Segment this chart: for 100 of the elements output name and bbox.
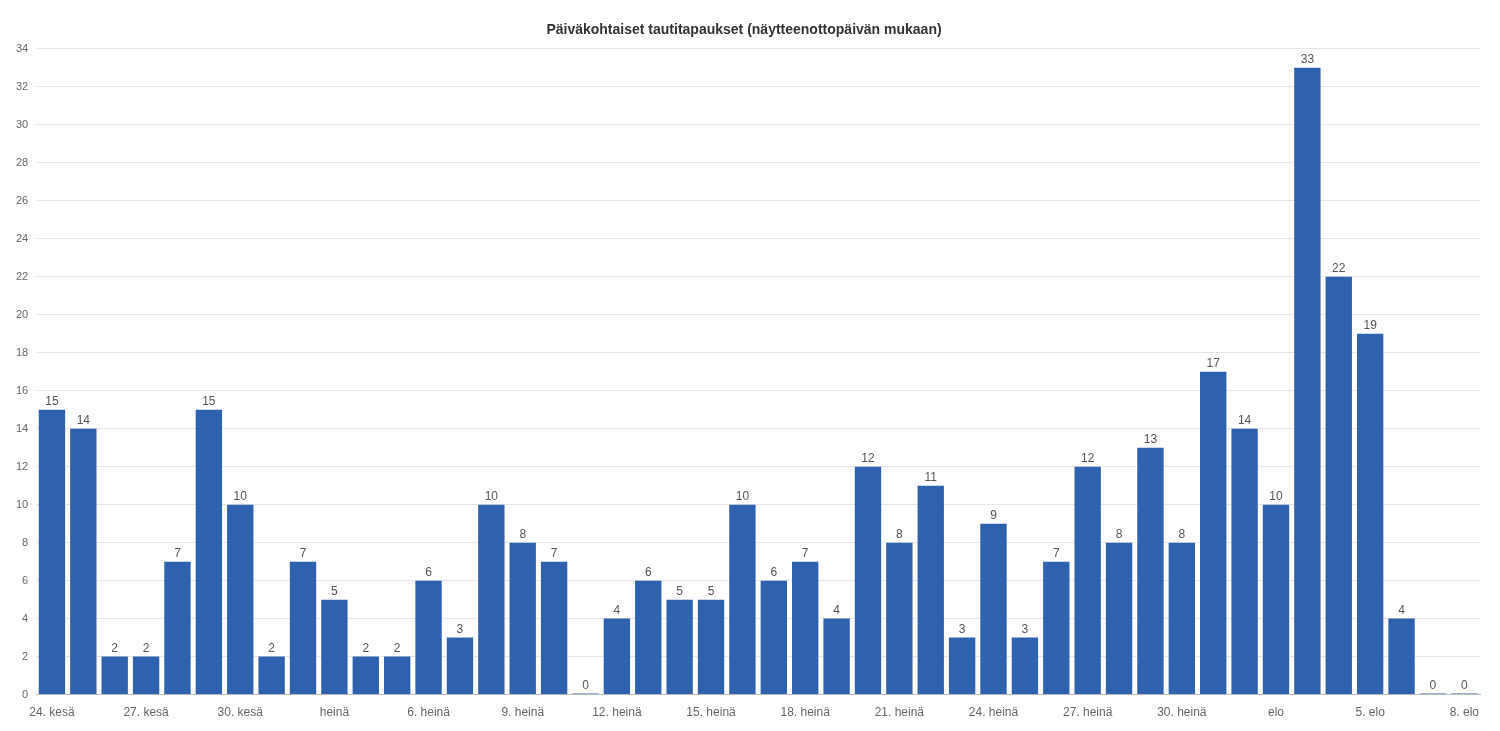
y-tick-label: 26 [15,193,29,206]
data-label: 19 [1363,318,1378,333]
bar [70,428,97,695]
data-label: 2 [111,640,119,655]
bar [1043,561,1070,695]
bar [509,542,536,695]
data-label: 8 [1178,526,1186,541]
bar [1294,67,1321,695]
data-label: 14 [1237,412,1252,427]
bar [1262,504,1290,695]
x-tick-label: 24. heinä [968,705,1019,720]
data-label: 8 [896,526,904,541]
bar [603,618,631,695]
x-tick-label: 12. heinä [592,705,642,720]
data-label: 5 [676,583,684,598]
y-tick-label: 30 [15,117,29,130]
y-tick-label: 18 [15,345,29,358]
data-label: 7 [550,545,558,560]
x-tick-label: heinä [319,705,350,720]
y-tick-label: 10 [15,497,29,510]
y-tick-label: 0 [22,687,29,700]
x-tick-label: 27. heinä [1062,705,1113,720]
x-tick-label: 9. heinä [501,705,545,720]
bar [164,561,191,695]
bar [917,485,944,695]
y-tick-label: 12 [15,459,29,472]
bar [352,656,379,695]
data-label: 5 [331,583,339,598]
bar [635,580,662,695]
data-label: 6 [770,564,778,579]
bar [792,561,819,695]
data-label: 6 [644,564,652,579]
data-label: 4 [613,602,621,617]
data-label: 15 [45,394,59,408]
x-tick-label: 27. kesä [123,705,170,720]
bar [1356,333,1384,695]
data-label: 2 [393,640,401,655]
y-tick-label: 22 [15,269,29,282]
data-label: 7 [174,545,182,560]
y-tick-label: 20 [15,307,29,320]
bar [1168,542,1196,695]
data-label: 3 [958,621,966,636]
data-label: 2 [362,640,370,655]
data-label: 17 [1206,356,1221,371]
data-label: 5 [707,583,715,598]
bar [760,580,787,695]
x-tick-label: 5. elo [1355,705,1386,720]
data-label: 0 [582,677,590,692]
bar [1105,542,1133,695]
data-label: 13 [1143,431,1158,446]
data-label: 2 [268,640,276,655]
y-tick-label: 2 [22,649,29,662]
data-label: 0 [1460,677,1468,692]
bar [321,599,348,695]
data-label: 4 [1398,602,1406,617]
data-label: 22 [1332,261,1346,276]
bar [415,580,442,695]
bar [1325,276,1352,695]
data-label: 8 [1115,526,1123,541]
x-tick-label: 6. heinä [407,705,451,720]
data-label: 6 [425,564,433,579]
y-tick-label: 34 [15,41,29,54]
bar [1011,637,1039,695]
bar [697,599,725,695]
data-label: 10 [233,488,248,503]
y-tick-label: 14 [15,421,29,434]
data-label: 11 [924,469,938,484]
bar [729,504,756,695]
data-label: 7 [1052,545,1060,560]
x-tick-label: 8. elo [1449,705,1480,720]
bar [540,561,568,695]
data-label: 0 [1429,677,1437,692]
bar [383,656,411,695]
data-label: 4 [833,602,841,617]
y-tick-label: 28 [15,155,29,168]
y-tick-label: 4 [22,611,29,624]
x-tick-label: 18. heinä [780,705,831,720]
bar [823,618,850,695]
data-label: 10 [484,488,499,503]
bar [1200,371,1227,695]
bar [1388,618,1415,695]
data-label: 33 [1300,52,1315,67]
bar [227,504,254,695]
bar [854,466,882,695]
y-tick-label: 8 [22,535,29,548]
y-tick-label: 6 [22,573,29,586]
bar [1074,466,1101,695]
data-label: 7 [801,545,809,560]
data-label: 3 [1021,621,1029,636]
y-tick-label: 16 [15,383,29,396]
bar [1137,447,1164,695]
bar [478,504,505,695]
bar [1231,428,1258,695]
x-tick-label: 21. heinä [874,705,925,720]
data-label: 10 [1269,488,1283,503]
bar [258,656,285,695]
data-label: 14 [76,412,91,427]
x-tick-label: elo [1267,705,1285,720]
data-label: 8 [519,526,527,541]
data-label: 9 [990,507,998,522]
